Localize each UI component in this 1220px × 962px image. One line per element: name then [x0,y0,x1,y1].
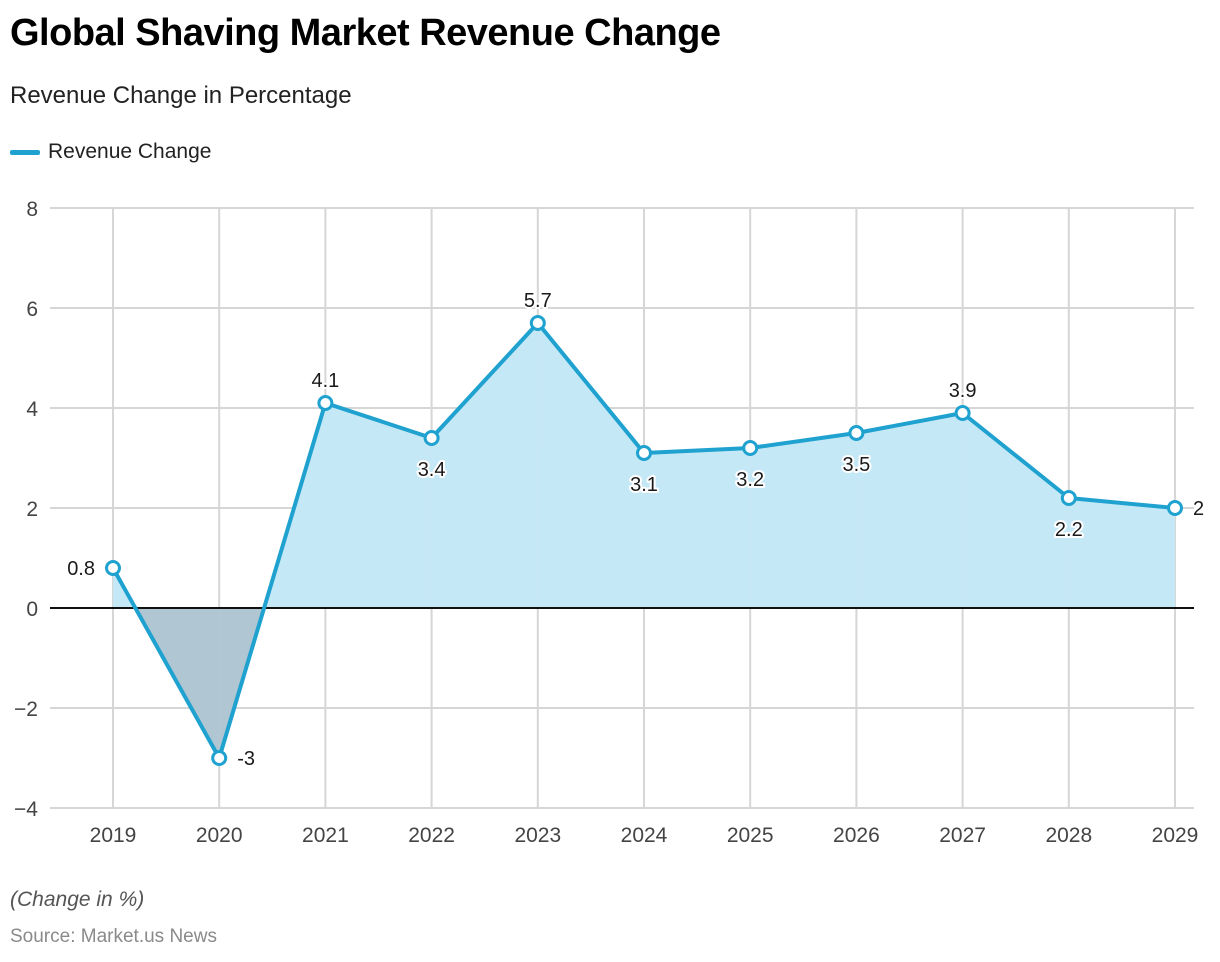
chart-source: Source: Market.us News [10,926,217,947]
data-label: 4.1 [311,370,339,392]
legend-line-swatch [10,149,40,155]
x-tick-label: 2027 [939,824,986,847]
x-tick-label: 2023 [514,824,561,847]
chart-subtitle: Revenue Change in Percentage [10,82,352,109]
data-point-marker [317,395,334,411]
data-point-marker [211,750,228,766]
data-label: 3.1 [630,474,658,496]
chart-note: (Change in %) [10,888,145,911]
data-point-marker [423,430,440,446]
x-tick-label: 2029 [1152,824,1199,847]
x-tick-label: 2028 [1045,824,1092,847]
data-label: -3 [237,748,255,770]
x-tick-label: 2021 [302,824,349,847]
data-point-marker [954,405,971,421]
y-tick-label: 4 [26,398,38,421]
x-tick-label: 2020 [196,824,243,847]
x-tick-label: 2019 [90,824,137,847]
positive-area-segment [750,433,857,608]
y-axis-ticks: 8 6 4 2 0 −2 −4 [14,198,38,821]
positive-area-segment [1068,498,1175,608]
x-tick-label: 2024 [621,824,668,847]
data-point-marker [742,440,759,456]
y-tick-label: 8 [26,198,38,221]
positive-area-segment [962,413,1069,608]
positive-area-segment [644,448,751,608]
y-tick-label: 6 [26,298,38,321]
x-tick-label: 2022 [408,824,455,847]
x-axis-ticks: 2019 2020 2021 2022 2023 2024 2025 2026 2027 2028… [90,824,1199,847]
positive-area-segment [856,413,963,608]
data-point-marker [1060,490,1077,506]
legend-label: Revenue Change [48,140,212,163]
data-label: 2.2 [1055,519,1083,541]
data-label: 3.2 [736,469,764,491]
legend: Revenue Change [10,140,211,164]
markers [105,315,1183,766]
positive-area-segment [431,323,538,608]
data-label: 5.7 [524,290,552,312]
chart-title: Global Shaving Market Revenue Change [10,12,721,54]
y-tick-label: −2 [14,698,38,721]
data-label: 0.8 [67,558,95,580]
y-tick-label: 0 [26,598,38,621]
data-point-marker [1167,500,1183,516]
data-label: 3.5 [842,454,870,476]
data-point-marker [848,425,865,441]
data-labels: 0.8 -3 4.1 3.4 5.7 3.1 3.2 3.5 3.9 2.2 2 [65,288,1206,772]
data-label: 2 [1193,498,1204,520]
y-tick-label: −4 [14,798,38,821]
x-tick-label: 2025 [727,824,774,847]
data-label: 3.9 [949,380,977,402]
data-label: 3.4 [418,459,446,481]
x-tick-label: 2026 [833,824,880,847]
data-point-marker [105,560,121,576]
positive-area-segment [537,323,644,608]
data-point-marker [636,445,652,461]
y-tick-label: 2 [26,498,38,521]
data-point-marker [529,315,546,331]
positive-area-segment [325,403,432,608]
